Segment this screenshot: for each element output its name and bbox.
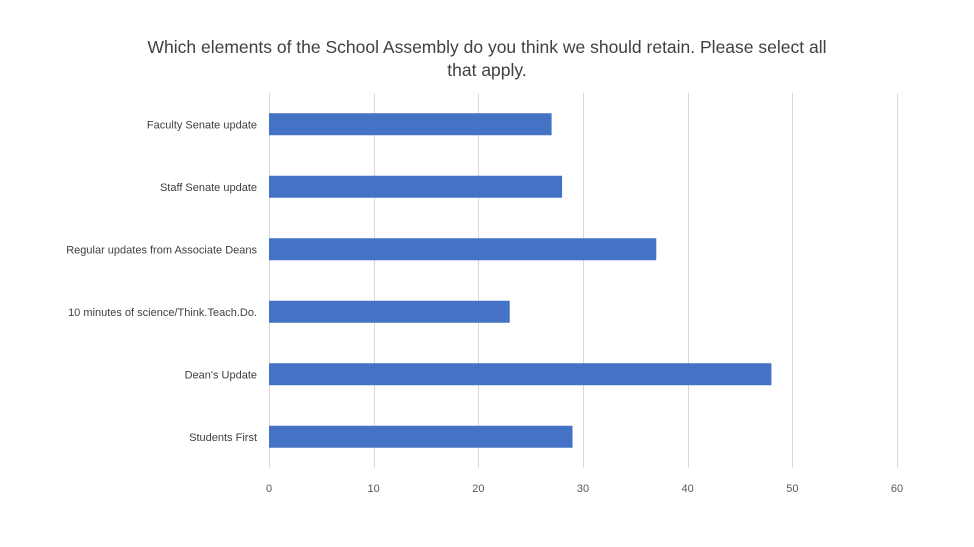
x-tick-labels: 0 10 20 30 40 50 60 xyxy=(266,483,903,495)
bar xyxy=(269,238,657,261)
x-tick-label: 0 xyxy=(266,483,272,495)
bar xyxy=(269,425,573,448)
x-tick-label: 20 xyxy=(472,483,484,495)
category-label: Regular updates from Associate Deans xyxy=(66,244,257,256)
bar xyxy=(269,363,772,386)
category-label: Staff Senate update xyxy=(160,182,257,194)
bar xyxy=(269,300,510,323)
category-labels: Faculty Senate update Staff Senate update… xyxy=(66,119,257,444)
x-tick-label: 30 xyxy=(577,483,589,495)
category-label: 10 minutes of science/Think.Teach.Do. xyxy=(68,307,257,319)
bars xyxy=(269,113,772,448)
x-tick-label: 40 xyxy=(682,483,694,495)
bar xyxy=(269,175,563,198)
x-tick-label: 50 xyxy=(786,483,798,495)
gridlines xyxy=(269,93,898,468)
chart-title: Which elements of the School Assembly do… xyxy=(0,36,974,82)
category-label: Dean's Update xyxy=(185,369,257,381)
category-label: Students First xyxy=(189,432,257,444)
bar xyxy=(269,113,552,136)
x-tick-label: 10 xyxy=(368,483,380,495)
category-label: Faculty Senate update xyxy=(147,119,257,131)
x-tick-label: 60 xyxy=(891,483,903,495)
chart-title-text: Which elements of the School Assembly do… xyxy=(147,37,827,80)
